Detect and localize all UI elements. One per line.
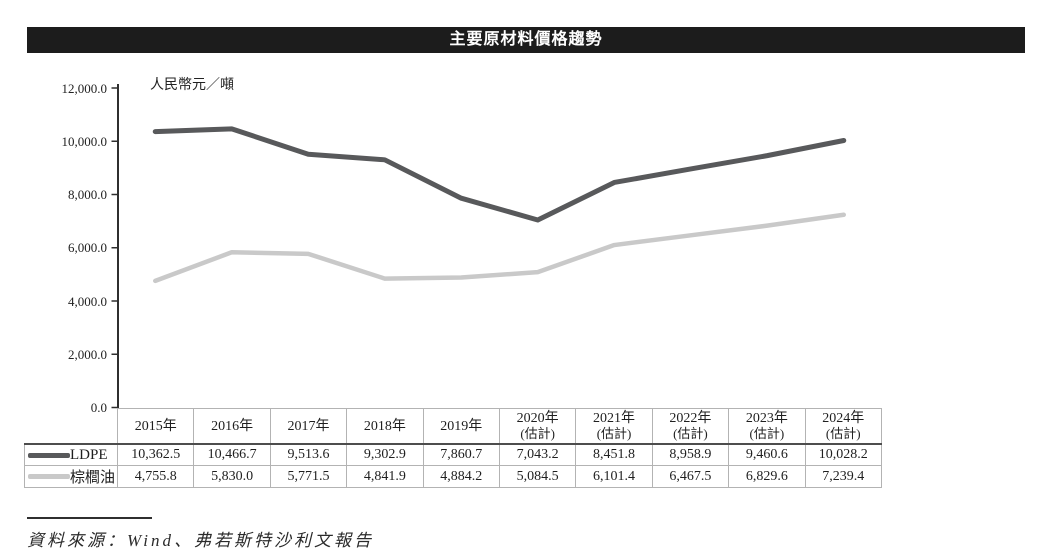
data-source-note: 資料來源：Wind、弗若斯特沙利文報告 — [27, 531, 374, 550]
table-row: 棕櫚油 4,755.8 5,830.0 5,771.5 4,841.9 4,884.2 5,… — [24, 465, 883, 488]
value-cell: 8,958.9 — [651, 443, 730, 466]
value-cell: 5,084.5 — [498, 465, 577, 488]
value-cell: 7,860.7 — [422, 443, 500, 466]
series-label: 棕櫚油 — [70, 470, 116, 486]
y-axis-label: 12,000.0 — [61, 80, 108, 96]
value-cell: 4,841.9 — [346, 465, 424, 488]
value-cell: 6,829.6 — [728, 465, 806, 488]
y-axis-label: 2,000.0 — [68, 346, 107, 362]
year-header-cell: 2016年 — [193, 408, 271, 445]
legend-cell: 棕櫚油 — [24, 465, 118, 488]
value-cell: 6,101.4 — [575, 465, 653, 488]
data-table: 2015年 2016年 2017年 2018年 2019年 2020年 (估計) 2021年(… — [24, 408, 883, 488]
value-cell: 5,830.0 — [193, 465, 271, 488]
series-line-棕櫚油 — [153, 212, 846, 284]
footer-divider — [27, 517, 152, 519]
value-cell: 10,362.5 — [116, 443, 195, 466]
value-cell: 8,451.8 — [575, 443, 653, 466]
year-header-cell: 2021年 (估計) — [575, 408, 653, 445]
value-cell: 9,302.9 — [346, 443, 424, 466]
series-swatch — [28, 452, 70, 458]
year-header-cell: 2015年 — [116, 408, 195, 445]
year-header-cell: 2017年 — [269, 408, 348, 445]
series-label: LDPE — [70, 446, 108, 463]
legend-header-cell — [24, 408, 118, 445]
series-swatch — [28, 474, 70, 479]
year-header-cell: 2022年 (估計) — [651, 408, 730, 445]
y-axis-label: 4,000.0 — [68, 293, 107, 309]
value-cell: 4,755.8 — [116, 465, 195, 488]
series-line-ldpe — [152, 126, 847, 223]
year-header-cell: 2018年 — [346, 408, 424, 445]
value-cell: 6,467.5 — [651, 465, 730, 488]
year-header-cell: 2019年 — [422, 408, 500, 445]
value-cell: 7,239.4 — [804, 465, 883, 488]
value-cell: 9,460.6 — [728, 443, 806, 466]
value-cell: 7,043.2 — [498, 443, 577, 466]
value-cell: 4,884.2 — [422, 465, 500, 488]
y-axis-label: 8,000.0 — [68, 187, 107, 202]
table-row: LDPE 10,362.5 10,466.7 9,513.6 9,302.9 7,860.… — [24, 443, 883, 466]
unit-label: 人民幣元／噸 — [150, 78, 234, 93]
value-cell: 5,771.5 — [269, 465, 348, 488]
value-cell: 10,466.7 — [193, 443, 271, 466]
year-header-cell: 2024年 (估計) — [804, 408, 883, 445]
year-header-cell: 2020年 (估計) — [498, 408, 577, 445]
value-cell: 9,513.6 — [269, 443, 348, 466]
value-cell: 10,028.2 — [804, 443, 883, 466]
table-header-row: 2015年 2016年 2017年 2018年 2019年 2020年 (估計) 2021年(… — [24, 408, 883, 445]
chart-title-bar: 主要原材料價格趨勢 — [27, 27, 1025, 53]
legend-cell: LDPE — [24, 443, 118, 466]
y-axis-label: 6,000.0 — [68, 240, 107, 256]
year-header-cell: 2023年 (估計) — [728, 408, 806, 445]
y-axis-label: 10,000.0 — [61, 133, 108, 149]
